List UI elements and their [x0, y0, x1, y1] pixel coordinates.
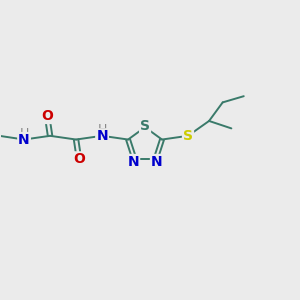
- Text: O: O: [73, 152, 85, 167]
- Text: H: H: [98, 123, 107, 136]
- Text: S: S: [183, 129, 193, 143]
- Text: N: N: [96, 129, 108, 143]
- Text: N: N: [128, 155, 139, 169]
- Text: H: H: [20, 127, 29, 140]
- Text: N: N: [18, 133, 30, 147]
- Text: N: N: [151, 155, 163, 169]
- Text: O: O: [41, 109, 53, 123]
- Text: S: S: [140, 119, 150, 133]
